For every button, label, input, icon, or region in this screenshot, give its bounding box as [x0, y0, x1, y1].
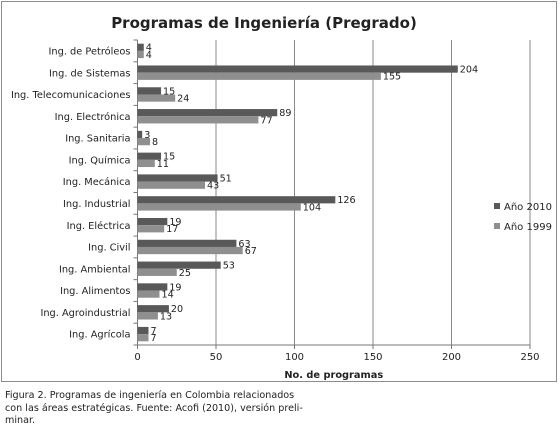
data-label: 13 [160, 311, 172, 322]
data-label: 155 [383, 72, 401, 83]
bar-ano-1999 [137, 290, 160, 298]
category-label: Ing. Mecánica [63, 176, 131, 188]
bar-ano-1999 [137, 138, 151, 146]
data-label: 24 [177, 93, 189, 104]
category-label: Ing. de Petróleos [49, 45, 131, 57]
category-label: Ing. Electrónica [55, 111, 131, 123]
bar-ano-2010 [137, 43, 144, 51]
data-label: 63 [238, 239, 250, 250]
data-label: 7 [150, 333, 156, 344]
bar-ano-1999 [137, 203, 301, 211]
data-label: 8 [152, 137, 158, 148]
bar-ano-2010 [137, 87, 162, 95]
category-label: Ing. Civil [88, 243, 130, 254]
category-label: Ing. Alimentos [60, 286, 130, 297]
data-label: 19 [169, 282, 181, 293]
chart-title: Programas de Ingeniería (Pregrado) [111, 14, 417, 32]
data-label: 4 [146, 43, 152, 54]
bar-ano-1999 [137, 116, 259, 124]
bar-chart: Programas de Ingeniería (Pregrado) 0 50 100… [11, 14, 552, 381]
category-label: Ing. Química [69, 154, 131, 166]
x-tick-label: 0 [134, 352, 140, 363]
category-label: Ing. Agroindustrial [40, 308, 130, 319]
bar-ano-2010 [137, 239, 237, 247]
data-label: 3 [144, 130, 150, 141]
bar-ano-1999 [137, 225, 165, 233]
legend-label: Año 1999 [504, 222, 552, 233]
bar-ano-1999 [137, 94, 176, 102]
bar-ano-1999 [137, 246, 243, 255]
bar-ano-2010 [137, 65, 458, 73]
bar-ano-2010 [137, 261, 221, 269]
data-label: 77 [260, 115, 272, 126]
chart-frame [1, 1, 557, 382]
data-label: 51 [220, 173, 232, 184]
data-label: 20 [171, 304, 183, 315]
bar-ano-1999 [137, 72, 381, 80]
bar-ano-1999 [137, 268, 177, 276]
bar-ano-1999 [137, 50, 144, 59]
x-tick-label: 50 [210, 352, 223, 363]
data-label: 53 [223, 261, 235, 272]
bar-ano-2010 [137, 152, 162, 160]
data-label: 11 [157, 159, 169, 170]
x-axis-title: No. de programas [284, 370, 383, 381]
legend-label: Año 2010 [504, 202, 552, 213]
x-tick-label: 150 [363, 352, 382, 363]
category-label: Ing. de Sistemas [49, 68, 130, 79]
data-label: 104 [303, 202, 321, 213]
data-label: 67 [245, 246, 257, 257]
bar-ano-2010 [137, 326, 149, 335]
bar-ano-2010 [137, 305, 169, 313]
category-label: Ing. Sanitaria [65, 134, 130, 145]
legend-swatch [494, 223, 500, 229]
x-tick-label: 250 [520, 352, 539, 363]
data-label: 126 [337, 195, 355, 206]
category-label: Ing. Agrícola [69, 329, 130, 341]
data-label: 19 [169, 217, 181, 228]
bar-ano-1999 [137, 312, 158, 320]
category-label: Ing. Ambiental [59, 264, 131, 275]
bar-ano-2010 [137, 130, 143, 139]
data-label: 25 [179, 268, 191, 279]
data-label: 14 [161, 290, 173, 301]
data-label: 17 [166, 224, 178, 235]
x-tick-label: 200 [442, 352, 461, 363]
bar-ano-2010 [137, 174, 218, 182]
data-label: 15 [163, 152, 175, 163]
data-label: 7 [150, 326, 156, 337]
bar-ano-1999 [137, 159, 155, 168]
category-label: Ing. Industrial [63, 199, 131, 210]
data-label: 15 [163, 86, 175, 97]
bar-ano-2010 [137, 283, 168, 291]
category-label: Ing. Telecomunicaciones [11, 90, 131, 101]
bar-ano-2010 [137, 217, 168, 226]
bar-ano-2010 [137, 109, 278, 117]
bar-ano-1999 [137, 181, 206, 189]
x-tick-label: 100 [285, 352, 304, 363]
data-label: 89 [279, 108, 291, 119]
legend-swatch [494, 203, 500, 209]
category-label: Ing. Eléctrica [67, 220, 131, 232]
data-label: 4 [146, 50, 152, 61]
bar-ano-2010 [137, 196, 336, 204]
data-label: 43 [207, 181, 219, 192]
bar-ano-1999 [137, 334, 149, 342]
figure-caption: Figura 2. Programas de ingeniería en Col… [5, 390, 303, 426]
data-label: 204 [460, 64, 478, 75]
